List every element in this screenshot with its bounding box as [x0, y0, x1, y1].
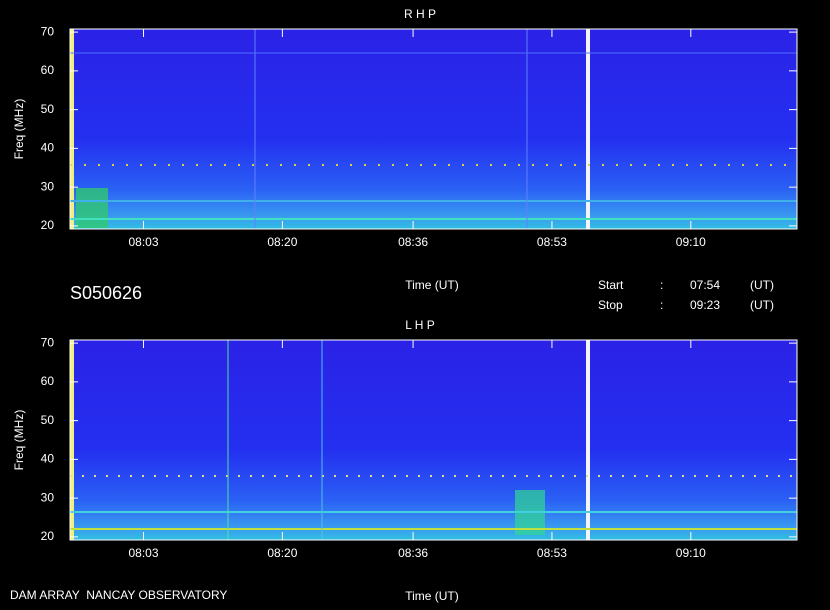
- y-tick-label: 20: [41, 218, 55, 232]
- y-tick-label: 70: [41, 24, 55, 38]
- y-tick-label: 30: [41, 179, 55, 193]
- chart-title: R H P: [404, 7, 436, 21]
- start-label: Start: [598, 278, 624, 292]
- x-tick-label: 08:03: [129, 546, 159, 560]
- y-tick-label: 60: [41, 63, 55, 77]
- footer: DAM ARRAY NANCAY OBSERVATORY: [10, 588, 227, 602]
- unit: (UT): [750, 298, 774, 312]
- x-tick-label: 08:53: [537, 235, 567, 249]
- x-tick-label: 08:53: [537, 546, 567, 560]
- y-tick-label: 30: [41, 490, 55, 504]
- x-tick-label: 09:10: [676, 546, 706, 560]
- x-tick-label: 08:36: [398, 235, 428, 249]
- event-id: S050626: [70, 283, 142, 303]
- x-tick-label: 09:10: [676, 235, 706, 249]
- y-tick-label: 50: [41, 413, 55, 427]
- y-tick-label: 50: [41, 102, 55, 116]
- plot-frame: [69, 28, 798, 230]
- separator: :: [660, 298, 663, 312]
- chart-title: L H P: [405, 318, 435, 332]
- y-tick-label: 40: [41, 141, 55, 155]
- separator: :: [660, 278, 663, 292]
- y-tick-label: 40: [41, 452, 55, 466]
- unit: (UT): [750, 278, 774, 292]
- y-axis-label: Freq (MHz): [12, 410, 26, 471]
- spectrogram-top: [70, 29, 797, 229]
- y-tick-label: 70: [41, 335, 55, 349]
- x-tick-label: 08:03: [129, 235, 159, 249]
- x-tick-label: 08:20: [267, 546, 297, 560]
- x-tick-label: 08:36: [398, 546, 428, 560]
- x-tick-label: 08:20: [267, 235, 297, 249]
- y-tick-label: 60: [41, 374, 55, 388]
- spectrogram-bottom: [70, 340, 797, 540]
- stop-label: Stop: [598, 298, 623, 312]
- x-axis-label: Time (UT): [405, 278, 459, 292]
- y-tick-label: 20: [41, 529, 55, 543]
- y-axis-label: Freq (MHz): [12, 99, 26, 160]
- start-time: 07:54: [690, 278, 720, 292]
- x-axis-label: Time (UT): [405, 589, 459, 603]
- plot-frame: [69, 339, 798, 541]
- stop-time: 09:23: [690, 298, 720, 312]
